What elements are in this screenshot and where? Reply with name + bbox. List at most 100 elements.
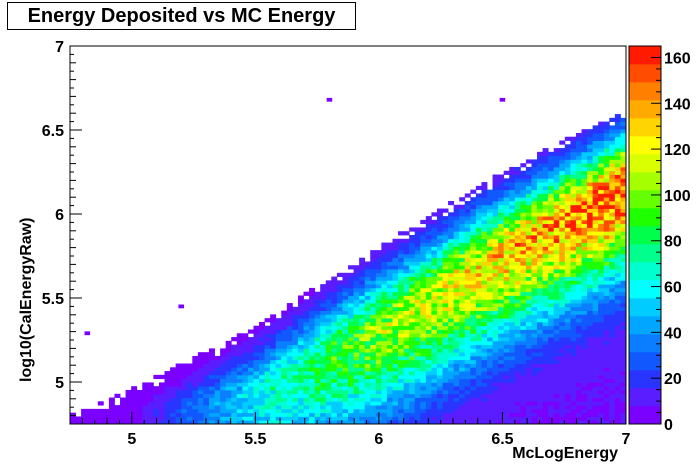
- heatmap-cell: [481, 389, 488, 395]
- heatmap-cell: [542, 193, 549, 198]
- heatmap-cell: [614, 151, 621, 157]
- heatmap-cell: [609, 159, 616, 164]
- heatmap-cell: [414, 401, 421, 406]
- heatmap-cell: [603, 159, 610, 164]
- heatmap-cell: [537, 280, 543, 285]
- heatmap-cell: [131, 397, 138, 402]
- heatmap-cell: [592, 144, 599, 149]
- heatmap-cell: [559, 159, 566, 164]
- heatmap-cell: [403, 295, 410, 300]
- heatmap-cell: [548, 280, 555, 285]
- heatmap-cell: [487, 333, 493, 338]
- heatmap-cell: [309, 325, 316, 330]
- heatmap-cell: [425, 306, 432, 311]
- heatmap-cell: [581, 329, 588, 334]
- heatmap-cell: [398, 359, 404, 364]
- heatmap-cell: [436, 212, 443, 217]
- heatmap-cell: [559, 178, 566, 183]
- heatmap-cell: [475, 231, 482, 236]
- heatmap-cell: [303, 359, 310, 364]
- heatmap-cell: [409, 265, 416, 270]
- heatmap-cell: [614, 155, 621, 160]
- heatmap-cell: [553, 318, 560, 323]
- heatmap-cell: [609, 250, 616, 255]
- heatmap-cell: [431, 352, 438, 357]
- heatmap-cell: [325, 374, 332, 380]
- heatmap-cell: [242, 355, 249, 361]
- heatmap-cell: [331, 405, 338, 410]
- heatmap-cell: [403, 231, 410, 236]
- heatmap-cell: [492, 401, 499, 406]
- heatmap-cell: [336, 284, 343, 289]
- heatmap-cell: [225, 367, 232, 372]
- heatmap-cell: [470, 216, 477, 221]
- heatmap-cell: [414, 352, 421, 357]
- heatmap-cell: [587, 193, 594, 198]
- heatmap-cell: [475, 204, 482, 209]
- heatmap-cell: [542, 416, 549, 421]
- heatmap-cell: [147, 386, 154, 391]
- heatmap-cell: [175, 386, 182, 391]
- heatmap-cell: [559, 374, 566, 380]
- heatmap-cell: [587, 382, 594, 387]
- heatmap-cell: [453, 280, 460, 285]
- heatmap-cell: [470, 363, 477, 368]
- heatmap-cell: [314, 382, 321, 387]
- heatmap-cell: [620, 159, 627, 164]
- heatmap-cell: [281, 382, 288, 387]
- heatmap-cell: [297, 408, 304, 414]
- heatmap-cell: [414, 242, 421, 247]
- heatmap-cell: [514, 193, 521, 198]
- heatmap-cell: [470, 235, 477, 240]
- heatmap-cell: [587, 378, 594, 383]
- heatmap-cell: [570, 163, 577, 168]
- heatmap-cell: [587, 393, 594, 398]
- heatmap-cell: [509, 272, 516, 277]
- heatmap-cell: [453, 420, 460, 425]
- heatmap-cell: [403, 412, 410, 417]
- heatmap-cell: [259, 412, 265, 417]
- heatmap-cell: [403, 318, 410, 323]
- heatmap-cell: [609, 238, 616, 243]
- heatmap-cell: [297, 374, 304, 380]
- heatmap-cell: [409, 318, 416, 323]
- heatmap-cell: [575, 231, 582, 236]
- heatmap-cell: [609, 389, 616, 395]
- heatmap-cell: [364, 340, 371, 346]
- heatmap-cell: [581, 420, 588, 425]
- heatmap-cell: [459, 246, 466, 251]
- heatmap-cell: [537, 216, 543, 221]
- heatmap-cell: [509, 420, 516, 425]
- heatmap-cell: [537, 344, 543, 349]
- heatmap-cell: [498, 367, 505, 372]
- heatmap-cell: [620, 355, 627, 361]
- heatmap-cell: [170, 382, 177, 387]
- heatmap-cell: [553, 178, 560, 183]
- heatmap-cell: [247, 340, 254, 346]
- heatmap-cell: [309, 314, 316, 319]
- heatmap-cell: [153, 401, 160, 406]
- heatmap-cell: [564, 231, 571, 236]
- heatmap-cell: [620, 223, 627, 228]
- heatmap-cell: [336, 389, 343, 395]
- heatmap-cell: [581, 163, 588, 168]
- heatmap-cell: [581, 242, 588, 247]
- colorbar-tick-label: 40: [664, 325, 682, 342]
- heatmap-cell: [348, 329, 354, 334]
- heatmap-cell: [614, 280, 621, 285]
- heatmap-cell: [487, 408, 493, 414]
- heatmap-cell: [587, 159, 594, 164]
- heatmap-cell: [603, 371, 610, 376]
- heatmap-cell: [392, 310, 399, 315]
- heatmap-cell: [270, 352, 277, 357]
- heatmap-cell: [575, 306, 582, 311]
- heatmap-cell: [392, 420, 399, 425]
- heatmap-cell: [620, 408, 627, 414]
- heatmap-cell: [436, 246, 443, 251]
- heatmap-cell: [509, 219, 516, 225]
- heatmap-cell: [492, 272, 499, 277]
- heatmap-cell: [503, 340, 510, 346]
- heatmap-cell: [559, 291, 566, 296]
- heatmap-cell: [370, 405, 377, 410]
- heatmap-cell: [470, 212, 477, 217]
